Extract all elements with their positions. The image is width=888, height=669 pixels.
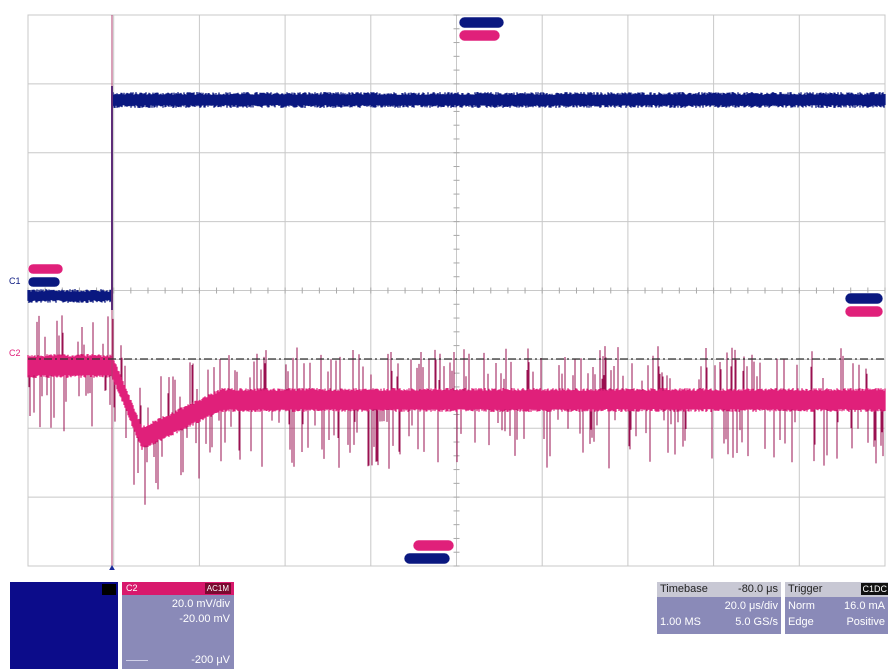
screen-markers: C1 C2: [9, 15, 885, 570]
timebase-descriptor[interactable]: Timebase -80.0 μs 20.0 μs/div 1.00 MS 5.…: [657, 582, 781, 634]
channel-1-offscreen-marker: [458, 16, 505, 29]
trigger-level: 16.0 mA: [844, 600, 885, 612]
channel-2-offset: -20.00 mV: [179, 613, 230, 625]
channel-1-color-swatch: [102, 584, 116, 595]
trigger-type: Edge: [788, 616, 814, 628]
timebase-label: Timebase: [660, 583, 708, 595]
channel-2-code: C2: [126, 583, 138, 593]
channel-2-extra-readout: -200 μV: [191, 654, 230, 666]
channel-2-volts-per-div: 20.0 mV/div: [171, 598, 230, 610]
triangle-up-icon: [109, 565, 115, 570]
channel-2-coupling: AC1M: [204, 583, 231, 594]
timebase-time-per-div: 20.0 μs/div: [724, 600, 778, 612]
channel-2-header: C2 AC1M: [122, 582, 234, 595]
channel-2-waveform: [27, 354, 886, 450]
channel-1-ground-label: C1: [9, 276, 21, 286]
trigger-descriptor[interactable]: Trigger C1DC Norm 16.0 mA Edge Positive: [785, 582, 888, 634]
channel-1-waveform: [27, 92, 886, 303]
channel-2-descriptor[interactable]: C2 AC1M 20.0 mV/div -20.00 mV -200 μV: [122, 582, 234, 669]
bandwidth-limit-icon: [126, 658, 148, 663]
trigger-slope: Positive: [846, 616, 885, 628]
channel-1-descriptor[interactable]: [10, 582, 118, 669]
channel-1-marker: [27, 276, 61, 288]
channel-2-ground-label: C2: [9, 348, 21, 358]
trigger-channel-badge: C1DC: [861, 583, 888, 595]
timebase-delay: -80.0 μs: [738, 583, 778, 595]
channel-2-offscreen-marker: [458, 29, 501, 42]
timebase-sample-rate: 5.0 GS/s: [735, 616, 778, 628]
channel-2-trace: [27, 315, 886, 505]
channel-1-bottom-marker: [403, 552, 451, 565]
oscilloscope-display: C1 C2: [9, 14, 886, 570]
channel-2-marker: [27, 263, 64, 275]
channel-1-right-marker: [844, 292, 884, 305]
timebase-samples: 1.00 MS: [660, 616, 701, 628]
trigger-mode: Norm: [788, 600, 815, 612]
channel-2-right-marker: [844, 305, 884, 318]
channel-2-bottom-marker: [412, 539, 455, 552]
trigger-label: Trigger: [788, 583, 823, 595]
